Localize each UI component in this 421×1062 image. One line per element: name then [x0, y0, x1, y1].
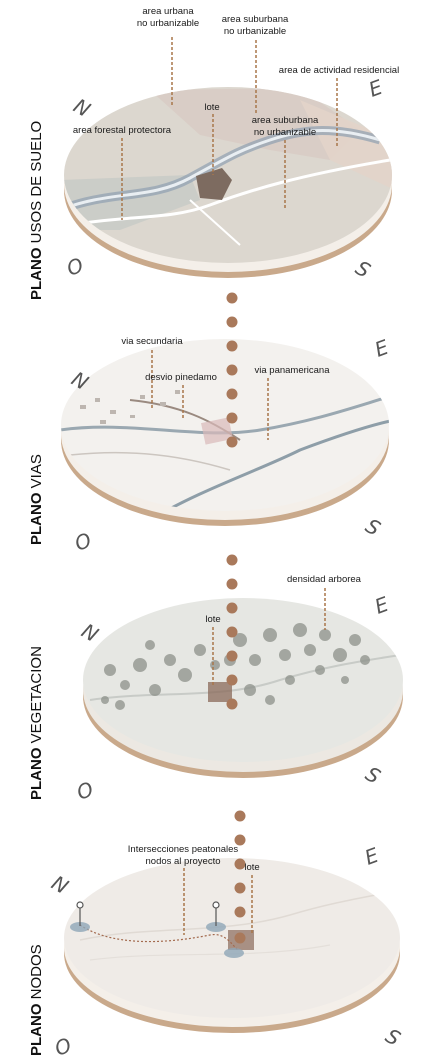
label-lote: lote	[244, 862, 259, 873]
disc-face	[83, 598, 403, 762]
section-title-usos: PLANO USOS DE SUELO	[28, 121, 45, 300]
label-area-suburbana-2: no urbanizable	[224, 26, 286, 37]
nodes-map	[70, 889, 400, 961]
label-via-secundaria: via secundaria	[121, 336, 183, 347]
lote-parcel	[208, 682, 232, 702]
node-markers	[70, 922, 244, 958]
compass-o: O	[74, 777, 97, 805]
section-title-nodos: PLANO NODOS	[28, 944, 45, 1056]
label-nodos-proyecto: nodos al proyecto	[146, 856, 221, 867]
compass-e: E	[372, 592, 392, 619]
label-area-urbana-2: no urbanizable	[137, 18, 199, 29]
compass-o: O	[72, 528, 95, 556]
compass-n: N	[70, 94, 95, 122]
compass-e: E	[372, 335, 392, 362]
node-pins	[76, 901, 220, 926]
compass-o: O	[52, 1033, 75, 1061]
compass-n: N	[48, 871, 73, 899]
label-area-forestal: area forestal protectora	[73, 125, 172, 136]
compass-e: E	[362, 843, 382, 870]
label-lote: lote	[204, 102, 219, 113]
buildings	[80, 390, 180, 424]
pedestrian-path	[79, 924, 239, 951]
leaders-nodos	[183, 868, 253, 935]
section-title-vias: PLANO VIAS	[28, 454, 45, 545]
disc-nodos	[64, 858, 400, 1033]
label-area-suburbana-b-2: no urbanizable	[254, 127, 316, 138]
label-lote: lote	[205, 614, 220, 625]
tree-clusters	[101, 623, 370, 710]
compass-s: S	[382, 1024, 405, 1051]
section-title-vegetacion: PLANO VEGETACION	[28, 646, 45, 800]
roads-map	[61, 390, 389, 511]
connector-dots	[226, 292, 246, 944]
leaders-vias	[151, 350, 269, 440]
label-intersecciones: Intersecciones peatonales	[128, 844, 239, 855]
label-densidad-arborea: densidad arborea	[287, 574, 362, 585]
label-area-suburbana-b: area suburbana	[252, 115, 319, 126]
label-desvio-pinedamo: desvio pinedamo	[145, 372, 217, 383]
label-area-residencial: area de actividad residencial	[279, 65, 399, 76]
compass-s: S	[352, 256, 375, 283]
label-area-suburbana: area suburbana	[222, 14, 289, 25]
disc-usos-de-suelo	[64, 87, 392, 278]
lote-parcel	[201, 417, 233, 445]
compass-o: O	[64, 253, 87, 281]
label-via-panamericana: via panamericana	[255, 365, 331, 376]
compass-s: S	[362, 762, 385, 789]
leaders-usos	[121, 37, 338, 220]
disc-vias	[61, 339, 389, 526]
compass-n: N	[78, 619, 103, 647]
lote-parcel	[196, 168, 232, 200]
compass-e: E	[366, 75, 386, 102]
vegetation-map	[89, 623, 401, 710]
disc-vegetacion	[83, 598, 403, 778]
compass-s: S	[362, 514, 385, 541]
land-use-map	[64, 88, 392, 246]
leaders-vegetacion	[212, 588, 326, 685]
label-area-urbana: area urbana	[142, 6, 194, 17]
